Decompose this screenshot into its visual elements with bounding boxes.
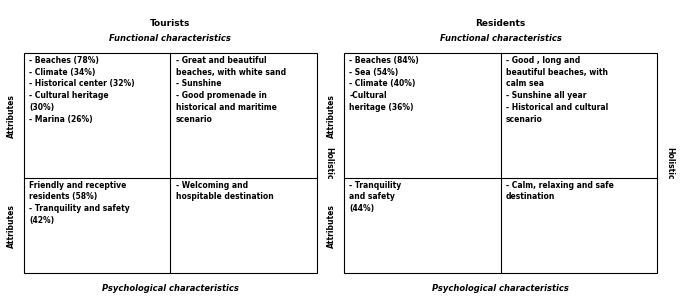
Text: Psychological characteristics: Psychological characteristics [432,284,569,293]
Text: - Beaches (84%)
- Sea (54%)
- Climate (40%)
-Cultural
heritage (36%): - Beaches (84%) - Sea (54%) - Climate (4… [349,56,419,112]
Text: Attributes: Attributes [327,94,336,138]
Text: - Welcoming and
hospitable destination: - Welcoming and hospitable destination [176,181,274,201]
Text: Attributes: Attributes [7,204,16,248]
Text: Tourists: Tourists [150,19,191,28]
Text: - Beaches (78%)
- Climate (34%)
- Historical center (32%)
- Cultural heritage
(3: - Beaches (78%) - Climate (34%) - Histor… [29,56,135,124]
Bar [24,53,317,273]
Bar [344,53,657,273]
Text: Psychological characteristics: Psychological characteristics [102,284,238,293]
Text: Functional characteristics: Functional characteristics [440,34,561,43]
Text: Attributes: Attributes [7,94,16,138]
Text: - Good , long and
beautiful beaches, with
calm sea
- Sunshine all year
- Histori: - Good , long and beautiful beaches, wit… [506,56,608,124]
Text: Attributes: Attributes [327,204,336,248]
Text: Holistic: Holistic [665,147,674,180]
Text: Friendly and receptive
residents (58%)
- Tranquility and safety
(42%): Friendly and receptive residents (58%) -… [29,181,130,225]
Text: - Calm, relaxing and safe
destination: - Calm, relaxing and safe destination [506,181,614,201]
Text: Functional characteristics: Functional characteristics [110,34,231,43]
Text: Holistic: Holistic [324,147,334,180]
Text: Residents: Residents [475,19,526,28]
Text: - Tranquility
and safety
(44%): - Tranquility and safety (44%) [349,181,402,213]
Text: - Great and beautiful
beaches, with white sand
- Sunshine
- Good promenade in
hi: - Great and beautiful beaches, with whit… [176,56,286,124]
